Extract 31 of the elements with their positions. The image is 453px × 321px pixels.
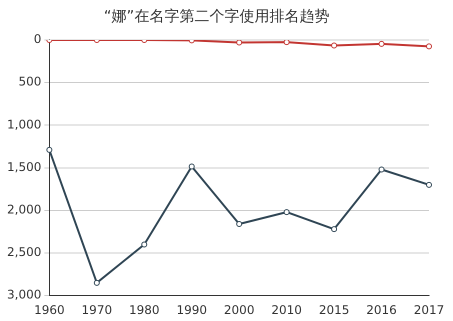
x-tick-label: 1980 xyxy=(128,302,160,317)
y-tick-label: 2,500 xyxy=(6,245,42,260)
point xyxy=(426,43,432,50)
point xyxy=(426,182,432,188)
point xyxy=(236,40,242,46)
y-tick-label: 0 xyxy=(34,32,42,46)
point xyxy=(236,221,242,228)
point xyxy=(378,166,385,173)
chart-title: “娜”在名字第二个字使用排名趋势 xyxy=(104,6,330,25)
point xyxy=(46,146,52,153)
x-tick-label: 2015 xyxy=(318,302,350,317)
y-tick-label: 500 xyxy=(18,74,42,89)
point xyxy=(94,280,100,286)
x-tick-label: 2010 xyxy=(271,302,302,317)
point xyxy=(141,241,148,248)
y-tick-label: 1,000 xyxy=(6,117,42,132)
point xyxy=(378,40,385,47)
x-tick-label: 2016 xyxy=(366,302,397,317)
point xyxy=(331,226,338,232)
y-tick-label: 2,000 xyxy=(6,202,42,217)
y-tick-label: 1,500 xyxy=(6,160,42,174)
point xyxy=(284,40,290,46)
y-tick-label: 3,000 xyxy=(6,288,42,302)
x-tick-label: 2017 xyxy=(414,302,444,317)
x-tick-label: 2000 xyxy=(224,302,254,317)
point xyxy=(188,164,195,170)
point xyxy=(331,42,338,49)
point xyxy=(284,209,290,216)
x-tick-label: 1990 xyxy=(176,302,207,317)
x-tick-label: 1970 xyxy=(82,302,112,317)
x-tick-label: 1960 xyxy=(34,302,65,317)
